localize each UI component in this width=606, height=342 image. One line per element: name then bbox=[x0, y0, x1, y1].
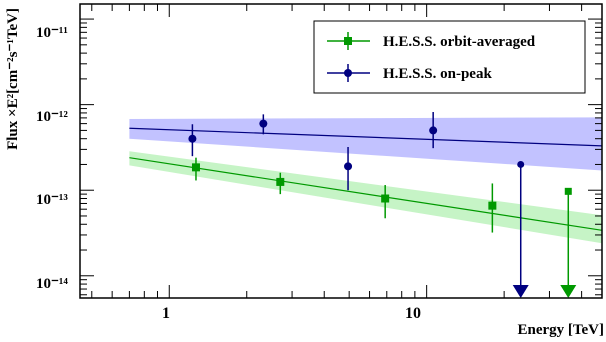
point-orbit-3 bbox=[488, 201, 497, 210]
y-tick-label-1e-13: 10⁻¹³ bbox=[36, 192, 68, 208]
legend-marker-onpeak bbox=[344, 69, 352, 77]
y-tick-label-1e-14: 10⁻¹⁴ bbox=[36, 276, 68, 292]
fit-lines bbox=[129, 127, 603, 231]
upper-limits bbox=[512, 160, 577, 298]
ul-arrow-onpeak-0 bbox=[512, 285, 529, 298]
point-onpeak-0 bbox=[188, 134, 197, 143]
legend-box bbox=[313, 20, 586, 94]
point-orbit-1 bbox=[276, 177, 285, 186]
band-orbit bbox=[129, 151, 602, 244]
x-axis-label: Energy [TeV] bbox=[517, 322, 604, 338]
y-tick-label-1e-12: 10⁻¹² bbox=[36, 109, 68, 125]
legend-marker-orbit bbox=[344, 37, 352, 45]
x-tick-label-10: 10 bbox=[405, 305, 421, 322]
point-orbit-0 bbox=[191, 163, 200, 172]
fit-line-orbit bbox=[129, 157, 603, 231]
plot-frame bbox=[79, 3, 603, 299]
data-points bbox=[188, 112, 497, 233]
y-axis-label: Flux ×E²[cm⁻²s⁻¹TeV] bbox=[5, 8, 21, 150]
point-onpeak-1 bbox=[259, 119, 268, 128]
ul-arrow-orbit-0 bbox=[560, 285, 577, 298]
legend-label-onpeak: H.E.S.S. on-peak bbox=[383, 66, 492, 82]
x-tick-label-1: 1 bbox=[162, 305, 170, 322]
y-tick-label-1e-11: 10⁻¹¹ bbox=[36, 25, 68, 41]
band-onpeak bbox=[129, 117, 602, 171]
fit-line-onpeak bbox=[129, 127, 603, 147]
point-orbit-2 bbox=[381, 194, 390, 203]
confidence-bands bbox=[129, 117, 602, 244]
legend-label-orbit: H.E.S.S. orbit-averaged bbox=[383, 34, 536, 50]
point-onpeak-3 bbox=[429, 126, 438, 135]
axes-ticks bbox=[80, 4, 602, 298]
point-onpeak-2 bbox=[344, 162, 353, 171]
legend: H.E.S.S. orbit-averaged H.E.S.S. on-peak bbox=[313, 20, 586, 94]
